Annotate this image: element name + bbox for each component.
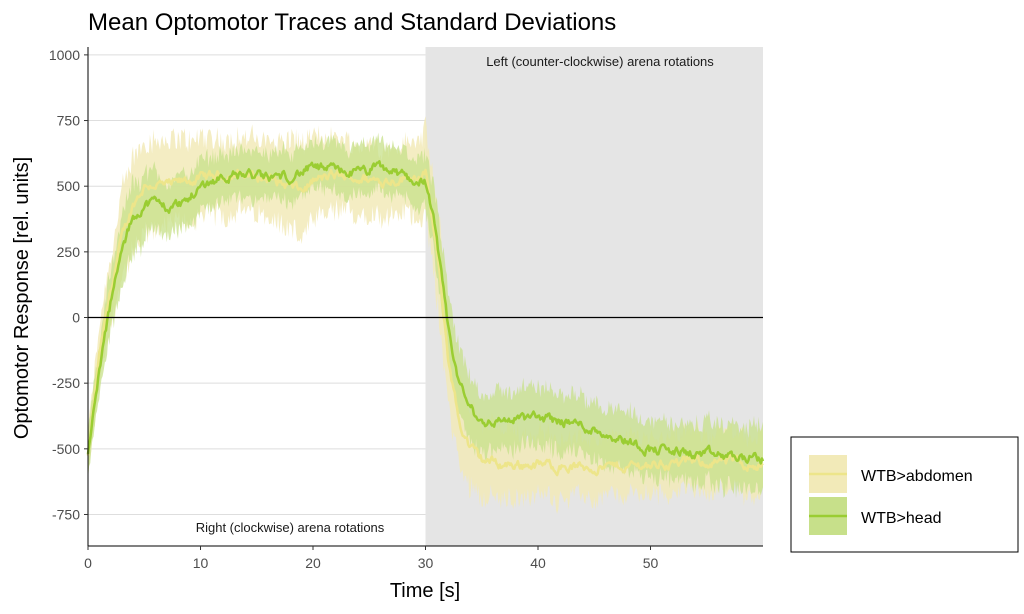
mean-line-head (86, 160, 765, 465)
y-tick-label: -250 (52, 375, 80, 391)
x-tick-label: 50 (643, 555, 659, 571)
x-tick-label: 0 (84, 555, 92, 571)
y-tick-label: -750 (52, 506, 80, 522)
legend-label-abdomen: WTB>abdomen (861, 468, 973, 485)
y-tick-label: -500 (52, 441, 80, 457)
x-tick-label: 10 (193, 555, 209, 571)
annotation-right-rotation: Right (clockwise) arena rotations (196, 520, 385, 535)
sd-band-head (88, 132, 763, 499)
sd-bands (88, 116, 763, 514)
y-tick-label: 250 (57, 244, 81, 260)
legend-label-head: WTB>head (861, 510, 941, 527)
y-axis-title: Optomotor Response [rel. units] (11, 157, 33, 439)
x-tick-label: 20 (305, 555, 321, 571)
y-tick-label: 500 (57, 178, 81, 194)
x-axis-title: Time [s] (390, 580, 460, 602)
y-tick-label: 1000 (49, 47, 80, 63)
y-axis-ticks: -750 -500 -250 0 250 500 750 1000 (49, 47, 88, 522)
annotation-left-rotation: Left (counter-clockwise) arena rotations (486, 54, 714, 69)
y-tick-label: 750 (57, 113, 81, 129)
sd-band-abdomen (88, 116, 763, 514)
chart-title: Mean Optomotor Traces and Standard Devia… (88, 9, 616, 36)
x-tick-label: 30 (418, 555, 434, 571)
mean-lines (86, 160, 765, 477)
mean-line-abdomen (86, 168, 764, 477)
legend: WTB>abdomen WTB>head (790, 436, 1019, 553)
x-tick-label: 40 (530, 555, 546, 571)
y-tick-label: 0 (72, 310, 80, 326)
x-axis-ticks: 0 10 20 30 40 50 (84, 546, 658, 571)
